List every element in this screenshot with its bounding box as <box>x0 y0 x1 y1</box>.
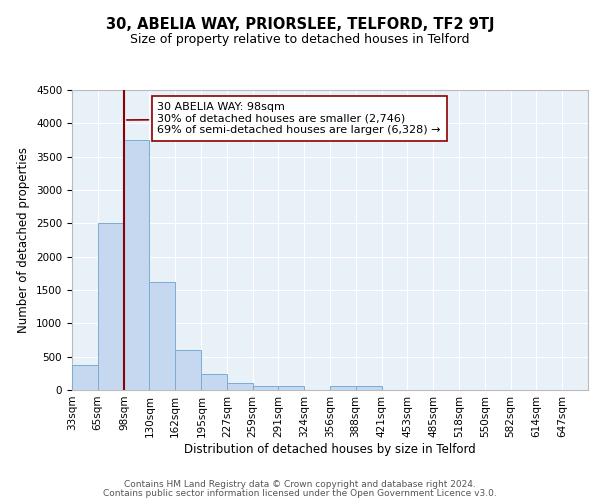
Bar <box>149 282 175 390</box>
Bar <box>278 386 304 390</box>
Bar <box>72 365 98 390</box>
Text: Size of property relative to detached houses in Telford: Size of property relative to detached ho… <box>130 32 470 46</box>
Bar <box>175 350 202 390</box>
Bar <box>227 384 253 390</box>
Bar <box>330 386 356 390</box>
Text: 30, ABELIA WAY, PRIORSLEE, TELFORD, TF2 9TJ: 30, ABELIA WAY, PRIORSLEE, TELFORD, TF2 … <box>106 18 494 32</box>
Bar <box>253 386 278 390</box>
Text: Contains HM Land Registry data © Crown copyright and database right 2024.: Contains HM Land Registry data © Crown c… <box>124 480 476 489</box>
Bar <box>356 386 382 390</box>
Bar <box>124 140 149 390</box>
Bar <box>98 224 124 390</box>
Bar <box>202 374 227 390</box>
Y-axis label: Number of detached properties: Number of detached properties <box>17 147 31 333</box>
Text: 30 ABELIA WAY: 98sqm
30% of detached houses are smaller (2,746)
69% of semi-deta: 30 ABELIA WAY: 98sqm 30% of detached hou… <box>127 102 441 135</box>
X-axis label: Distribution of detached houses by size in Telford: Distribution of detached houses by size … <box>184 442 476 456</box>
Text: Contains public sector information licensed under the Open Government Licence v3: Contains public sector information licen… <box>103 489 497 498</box>
